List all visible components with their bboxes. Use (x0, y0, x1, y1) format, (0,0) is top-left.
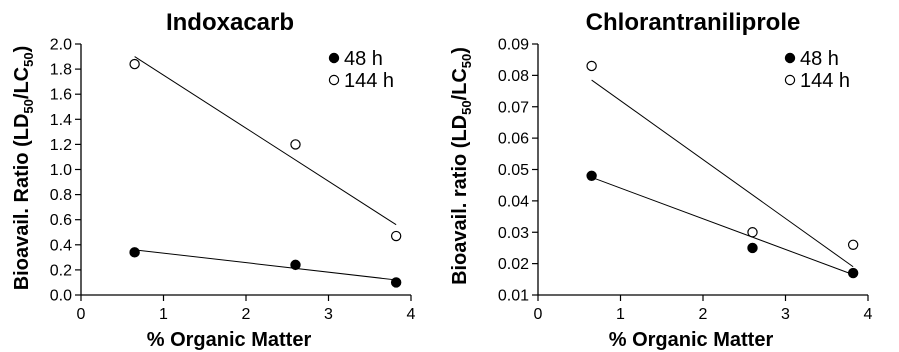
y-tick-label: 0.4 (50, 237, 72, 254)
y-tick-label: 1.4 (50, 112, 72, 129)
y-tick-label: 0.09 (498, 37, 529, 54)
trend-line (134, 56, 397, 226)
data-point (747, 242, 758, 254)
y-tick-label: 0.03 (498, 225, 529, 242)
x-tick-label: 4 (407, 306, 416, 323)
y-tick-label: 2.0 (50, 37, 72, 54)
legend-label: 144 h (800, 70, 850, 92)
y-tick-label: 0.8 (50, 187, 72, 204)
y-tick-label: 0.06 (498, 131, 529, 148)
y-axis-title: Bioavail. ratio (LD50/LC50) (449, 47, 474, 285)
data-point (847, 267, 859, 279)
x-tick-label: 0 (534, 306, 543, 323)
y-tick-label: 1.2 (50, 137, 72, 154)
data-point (586, 60, 597, 72)
y-tick-label: 0.05 (498, 162, 529, 179)
x-tick-label: 4 (864, 306, 873, 323)
y-axis-title: Bioavail. Ratio (LD50/LC50) (11, 46, 36, 291)
data-point (129, 58, 140, 70)
y-tick-label: 1.0 (50, 162, 72, 179)
x-tick-label: 1 (616, 306, 625, 323)
y-tick-label: 0.08 (498, 68, 529, 85)
chart-panel-indoxacarb: Indoxacarb Bioavail. Ratio (LD50/LC50) %… (11, 9, 416, 351)
y-tick-label: 1.6 (50, 87, 72, 104)
chart-panel-chlorantraniliprole: Chlorantraniliprole Bioavail. ratio (LD5… (449, 9, 873, 351)
x-tick-label: 3 (324, 306, 333, 323)
y-tick-label: 0.2 (50, 262, 72, 279)
legend-marker (328, 74, 340, 86)
y-tick-label: 0.04 (498, 193, 529, 210)
x-tick-label: 2 (699, 306, 708, 323)
data-point (390, 230, 402, 242)
trend-line (591, 176, 854, 276)
legend-label: 48 h (344, 48, 383, 70)
y-tick-label: 1.8 (50, 62, 72, 79)
y-tick-label: 0.02 (498, 256, 529, 273)
legend-label: 48 h (800, 48, 839, 70)
y-tick-label: 0.01 (498, 288, 529, 305)
trend-line (134, 249, 397, 281)
data-point (129, 247, 140, 258)
data-point (290, 139, 301, 150)
x-tick-label: 3 (781, 306, 790, 323)
data-point (390, 277, 402, 288)
legend-marker (784, 74, 796, 86)
data-point (290, 259, 301, 271)
data-point (586, 170, 597, 181)
y-tick-label: 0.6 (50, 212, 72, 229)
legend-label: 144 h (344, 70, 394, 92)
x-tick-label: 0 (77, 306, 86, 323)
chart-title: Chlorantraniliprole (586, 9, 801, 36)
data-point (847, 239, 859, 250)
x-axis-title: % Organic Matter (609, 329, 774, 351)
x-tick-label: 1 (159, 306, 168, 323)
y-tick-label: 0.07 (498, 99, 529, 116)
x-tick-label: 2 (242, 306, 251, 323)
data-point (747, 227, 758, 238)
y-tick-label: 0.0 (50, 288, 72, 305)
trend-line (591, 79, 854, 268)
x-axis-title: % Organic Matter (147, 329, 312, 351)
legend-marker (784, 52, 796, 64)
chart-title: Indoxacarb (166, 9, 294, 36)
legend-marker (328, 52, 340, 64)
